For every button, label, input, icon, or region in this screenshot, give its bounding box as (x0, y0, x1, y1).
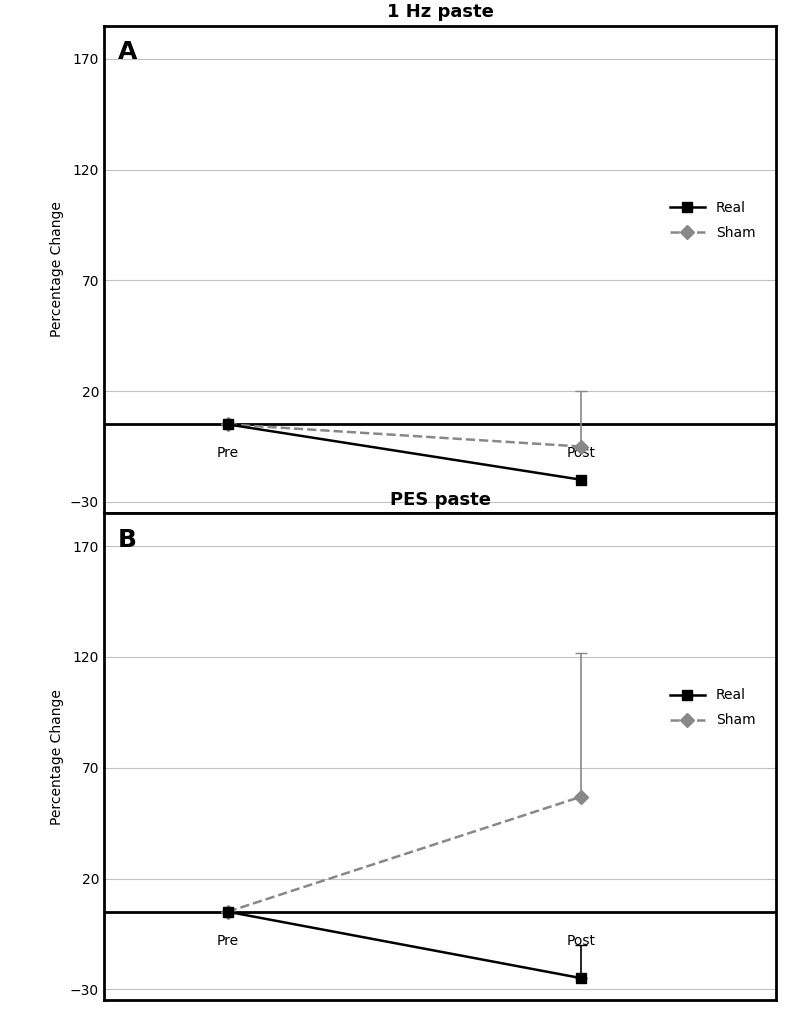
Y-axis label: Percentage Change: Percentage Change (50, 201, 65, 338)
Line: Real: Real (223, 907, 586, 983)
Sham (577, 790, 586, 802)
Y-axis label: Percentage Change: Percentage Change (50, 688, 65, 825)
Real (577, 474, 586, 486)
Sham (577, 440, 586, 452)
Real (223, 906, 233, 918)
Text: Pre: Pre (217, 446, 239, 461)
Sham (223, 419, 233, 431)
Legend: Real, Sham: Real, Sham (663, 194, 762, 247)
Text: B: B (118, 527, 137, 552)
Text: A: A (118, 40, 137, 65)
Title: 1 Hz paste: 1 Hz paste (386, 3, 494, 22)
Sham (223, 906, 233, 918)
Text: Post: Post (567, 934, 596, 948)
Real (577, 972, 586, 984)
Text: Post: Post (567, 446, 596, 461)
Line: Sham: Sham (223, 420, 586, 451)
Line: Sham: Sham (223, 792, 586, 916)
Text: Pre: Pre (217, 934, 239, 948)
Line: Real: Real (223, 420, 586, 484)
Legend: Real, Sham: Real, Sham (663, 681, 762, 735)
Title: PES paste: PES paste (390, 490, 490, 509)
Real (223, 419, 233, 431)
